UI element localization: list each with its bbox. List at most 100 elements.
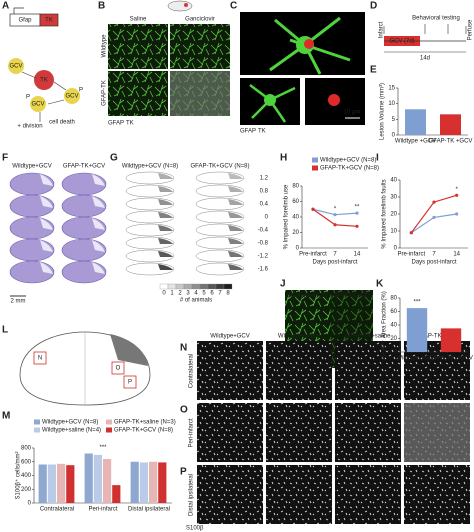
row-label: Wildtype (102, 34, 108, 58)
phosphate-label: P (26, 95, 30, 101)
bar (149, 461, 158, 503)
colorbar-cell (183, 283, 193, 290)
column-label: Ganciclovir (185, 17, 215, 23)
x-tick-label: 14 (354, 252, 361, 258)
point (333, 213, 337, 217)
molecule-label: TK (40, 78, 48, 84)
lesion-map (158, 186, 173, 192)
x-tick-label: 14 (453, 252, 460, 258)
timeline-label: Behavioral testing (412, 16, 460, 22)
depth-label: -1.6 (258, 267, 269, 273)
point (311, 207, 315, 211)
x-axis-label: Days post-infarct (411, 260, 456, 266)
panel-letter: D (370, 1, 377, 12)
y-tick-label: 0 (394, 350, 398, 356)
y-tick-label: 40 (390, 178, 397, 184)
significance: * (455, 187, 458, 193)
column-label: Wildtype+saline (278, 334, 321, 340)
lesion-map (228, 199, 243, 205)
column-label: Saline (130, 17, 147, 23)
x-tick-label: Contralateral (40, 507, 74, 513)
y-tick-label: 5 (392, 117, 396, 123)
x-tick-label: Peri-infarct (88, 507, 117, 513)
molecule-label: GCV (65, 94, 78, 100)
section-outline (125, 184, 175, 198)
y-tick-label: 0 (394, 246, 398, 252)
legend-swatch (312, 157, 318, 163)
y-tick-label: 20 (390, 336, 397, 342)
x-tick-label: 7 (432, 252, 436, 258)
micrograph (266, 403, 332, 462)
panel-letter: H (280, 153, 287, 164)
molecule-label: GCV (9, 64, 22, 70)
depth-label: -0.8 (258, 241, 269, 247)
lesion (92, 240, 105, 252)
x-tick-label: Pre-infarct (397, 252, 425, 258)
bar (440, 328, 462, 352)
bar (139, 462, 148, 503)
row-label: Contralateral (189, 354, 195, 388)
colorbar-tick: 0 (162, 291, 166, 297)
panel-letter: J (280, 279, 286, 290)
colorbar-cell (191, 283, 201, 290)
micrograph (197, 341, 263, 400)
panel-a-art (8, 7, 80, 122)
y-tick-label: 800 (21, 446, 32, 452)
stain-label: TK (258, 129, 266, 135)
x-tick-label: Pre-infarct (299, 252, 327, 258)
bar (405, 109, 426, 135)
scale-label: 2 mm (11, 299, 26, 305)
panel-letter: G (110, 153, 118, 164)
y-tick-label: 20 (292, 230, 299, 236)
x-axis-label: Days post-infarct (312, 260, 357, 266)
colorbar-tick: 5 (202, 291, 206, 297)
legend-label: Wildtype+saline (N=4) (42, 428, 101, 434)
panel-letter: I (376, 153, 379, 164)
row-label: GFAP-TK (102, 80, 108, 106)
panel-l-brain (19, 331, 151, 406)
stain-label: S100β (186, 526, 204, 532)
lesion (40, 196, 53, 208)
y-tick-label: 200 (21, 487, 32, 493)
bar (84, 453, 93, 503)
y-tick-label: 0 (296, 246, 300, 252)
column-label: GFAP-TK+GCV (416, 334, 458, 340)
lesion (92, 262, 105, 274)
colorbar-tick: 1 (170, 291, 174, 297)
colorbar-cell (175, 283, 185, 290)
lesion (40, 240, 53, 252)
micrograph (266, 341, 332, 400)
legend-label: Wildtype+GCV (N=8) (320, 158, 376, 164)
significance: *** (99, 445, 107, 451)
row-label: Distal ipsilateral (189, 474, 195, 516)
stain-label: GFAP (108, 121, 124, 127)
lesion-map (228, 238, 243, 244)
micrograph (197, 403, 263, 462)
timeline-label: Perfuse (468, 19, 474, 40)
lesion-map (158, 199, 173, 205)
column-label: GFAP-TK+saline (346, 334, 392, 340)
legend-label: GFAP-TK+GCV (N=8) (114, 428, 173, 434)
panel-letter: M (2, 411, 10, 422)
x-tick-label: Distal ipsilateral (128, 507, 170, 513)
micrograph (266, 465, 332, 524)
colorbar-cell (215, 283, 225, 290)
point (455, 193, 459, 197)
y-tick-label: 0 (392, 133, 396, 139)
bar (93, 454, 102, 503)
panel-letter: F (2, 153, 8, 164)
legend-swatch (106, 419, 112, 425)
point (455, 212, 459, 216)
lesion-map (158, 251, 173, 257)
significance: ** (355, 205, 360, 211)
lesion-map (158, 173, 173, 179)
bar (112, 485, 121, 503)
region-label: O (116, 366, 121, 372)
y-tick-label: 600 (21, 459, 32, 465)
bar (57, 463, 66, 503)
depth-label: 0.4 (260, 202, 269, 208)
y-tick-label: 30 (390, 195, 397, 201)
x-tick-label: Wildtype +GCV (395, 139, 436, 145)
micrograph (404, 403, 470, 462)
